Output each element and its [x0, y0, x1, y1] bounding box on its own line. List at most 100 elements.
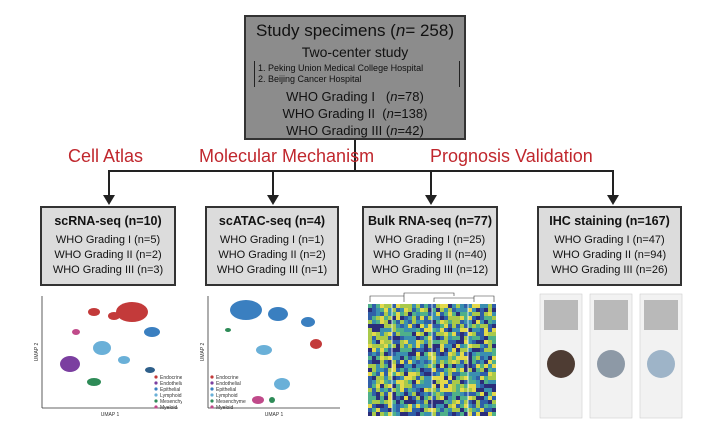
heatmap-cell: [388, 360, 392, 364]
legend-dot: [210, 393, 214, 397]
heatmap-cell: [436, 312, 440, 316]
heatmap-cell: [436, 368, 440, 372]
heatmap-cell: [476, 388, 480, 392]
heatmap-cell: [404, 392, 408, 396]
heatmap-cell: [412, 308, 416, 312]
heatmap-cell: [424, 396, 428, 400]
heatmap-cell: [404, 368, 408, 372]
heatmap-cell: [412, 380, 416, 384]
heatmap-cell: [460, 356, 464, 360]
method-title: scRNA-seq (n=10): [54, 214, 162, 228]
heatmap-cell: [396, 320, 400, 324]
heatmap-cell: [368, 336, 372, 340]
heatmap-cell: [468, 312, 472, 316]
heatmap-cell: [456, 352, 460, 356]
heatmap-cell: [448, 412, 452, 416]
heatmap-cell: [440, 324, 444, 328]
heatmap-cell: [420, 328, 424, 332]
heatmap-cell: [472, 380, 476, 384]
heatmap-cell: [392, 336, 396, 340]
heatmap-cell: [432, 308, 436, 312]
heatmap-cell: [488, 352, 492, 356]
heatmap-cell: [484, 384, 488, 388]
method-box-scrna: scRNA-seq (n=10) WHO Grading I (n=5) WHO…: [40, 206, 176, 286]
scrna-umap-plot: UMAP 1 UMAP 2 Endocrine Endothelial Epit…: [34, 296, 182, 418]
cluster-mesenchyme: [87, 378, 101, 386]
heatmap-cell: [476, 308, 480, 312]
heatmap-cell: [440, 396, 444, 400]
heatmap-cell: [416, 388, 420, 392]
heatmap-cell: [452, 360, 456, 364]
heatmap-cell: [400, 324, 404, 328]
heatmap-cell: [444, 380, 448, 384]
heatmap-cell: [384, 376, 388, 380]
heatmap-cell: [436, 408, 440, 412]
heatmap-cell: [488, 400, 492, 404]
heatmap-cell: [380, 396, 384, 400]
heatmap-cell: [388, 332, 392, 336]
heatmap-cell: [396, 380, 400, 384]
heatmap-cell: [488, 316, 492, 320]
heatmap-cell: [400, 304, 404, 308]
method-grade-1: WHO Grading I (n=5): [55, 234, 161, 246]
method-grade-1: WHO Grading I (n=47): [554, 234, 665, 246]
heatmap-cell: [420, 396, 424, 400]
heatmap-cell: [424, 412, 428, 416]
heatmap-cell: [468, 344, 472, 348]
heatmap-cell: [388, 328, 392, 332]
heatmap-cell: [488, 380, 492, 384]
heatmap-cell: [432, 340, 436, 344]
legend-label: Endothelial: [160, 381, 182, 387]
heatmap-cell: [468, 400, 472, 404]
heatmap-cell: [400, 404, 404, 408]
heatmap-cell: [436, 344, 440, 348]
heatmap-cell: [368, 372, 372, 376]
heatmap-cell: [376, 336, 380, 340]
heatmap-cell: [448, 364, 452, 368]
heatmap-cell: [444, 304, 448, 308]
heatmap-cell: [416, 336, 420, 340]
heatmap-cell: [452, 352, 456, 356]
heatmap-cell: [440, 352, 444, 356]
heatmap-cell: [372, 388, 376, 392]
heatmap-cell: [376, 344, 380, 348]
heatmap-cell: [488, 376, 492, 380]
heatmap-cell: [472, 344, 476, 348]
heatmap-cell: [432, 352, 436, 356]
heatmap-cell: [436, 372, 440, 376]
heatmap-cell: [464, 384, 468, 388]
heatmap-cell: [376, 380, 380, 384]
heatmap-cell: [392, 376, 396, 380]
heatmap-cell: [432, 368, 436, 372]
heatmap-cell: [432, 316, 436, 320]
heatmap-cell: [428, 340, 432, 344]
heatmap-cell: [372, 408, 376, 412]
heatmap-cell: [420, 376, 424, 380]
heatmap-cell: [376, 396, 380, 400]
heatmap-cell: [372, 344, 376, 348]
heatmap-cell: [460, 336, 464, 340]
heatmap-cell: [408, 316, 412, 320]
heatmap-cell: [380, 304, 384, 308]
heatmap-cell: [396, 372, 400, 376]
heatmap-cell: [448, 304, 452, 308]
heatmap-cell: [420, 316, 424, 320]
heatmap-cell: [416, 344, 420, 348]
heatmap-cell: [460, 348, 464, 352]
heatmap-cell: [384, 412, 388, 416]
heatmap-cell: [468, 348, 472, 352]
heatmap-cell: [376, 388, 380, 392]
heatmap-cell: [464, 396, 468, 400]
heatmap-cell: [468, 360, 472, 364]
heatmap-cell: [420, 324, 424, 328]
heatmap-cell: [404, 356, 408, 360]
heatmap-cell: [468, 388, 472, 392]
heatmap-cell: [372, 312, 376, 316]
heatmap-cell: [372, 336, 376, 340]
heatmap-cell: [400, 328, 404, 332]
heatmap-cell: [404, 400, 408, 404]
heatmap-cell: [388, 308, 392, 312]
heatmap-cell: [416, 360, 420, 364]
heatmap-cell: [416, 348, 420, 352]
heatmap-cell: [408, 328, 412, 332]
